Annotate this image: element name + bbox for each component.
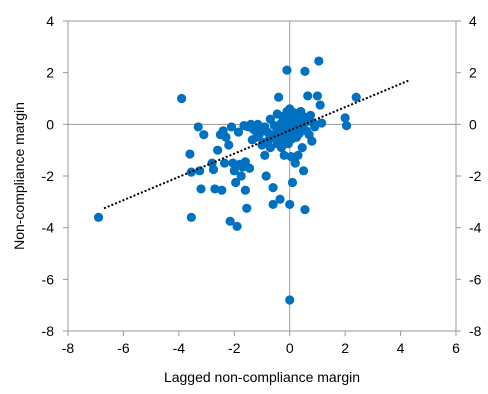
y-right-tick-label: -8 (469, 323, 482, 339)
data-point (208, 164, 219, 175)
data-point (314, 56, 324, 66)
data-point (229, 166, 239, 176)
data-point (275, 194, 285, 204)
data-point (217, 185, 227, 195)
data-point (196, 184, 206, 194)
data-point (261, 171, 271, 181)
data-point (213, 145, 223, 155)
y-left-tick-label: -8 (42, 323, 55, 339)
data-point (268, 183, 278, 193)
x-tick-label: -2 (228, 340, 241, 356)
x-tick-label: 2 (341, 340, 349, 356)
data-point (276, 142, 286, 153)
data-point (300, 66, 310, 76)
data-point (240, 185, 250, 195)
y-left-tick-label: -2 (42, 168, 55, 184)
y-right-tick-label: -6 (469, 271, 482, 287)
data-point (279, 150, 289, 160)
data-point (300, 204, 310, 215)
y-right-tick-label: 2 (469, 65, 477, 81)
data-point (274, 92, 284, 102)
data-point (290, 158, 300, 168)
data-point (186, 212, 196, 222)
data-point (282, 65, 292, 75)
y-right-tick-label: 0 (469, 116, 477, 132)
data-point (195, 166, 205, 176)
data-point (242, 203, 252, 213)
y-left-tick-label: -6 (42, 271, 55, 287)
data-point (285, 295, 295, 305)
x-axis-title: Lagged non-compliance margin (164, 369, 360, 385)
data-point (236, 171, 246, 181)
y-left-tick-label: 4 (46, 13, 54, 29)
axis-ticks (63, 20, 461, 336)
data-point (340, 113, 350, 123)
data-point (226, 122, 237, 132)
y-axis-title: Non-compliance margin (11, 102, 27, 250)
data-point (297, 142, 307, 153)
x-tick-label: -4 (173, 340, 186, 356)
data-point (219, 158, 230, 168)
y-left-tick-label: -4 (42, 220, 55, 236)
data-point (310, 122, 320, 132)
data-point (232, 221, 242, 231)
data-point (351, 92, 361, 102)
data-point (185, 149, 195, 159)
trendline (103, 79, 410, 210)
data-point (231, 177, 241, 188)
data-point (303, 91, 313, 101)
y-right-tick-label: -2 (469, 168, 482, 184)
data-point (199, 130, 209, 140)
data-point (225, 216, 235, 226)
x-tick-label: -6 (117, 340, 130, 356)
data-point (298, 166, 309, 176)
data-point (93, 212, 104, 222)
y-right-tick-label: 4 (469, 13, 477, 29)
data-point (233, 127, 244, 137)
data-points (93, 56, 361, 305)
data-point (341, 121, 352, 131)
data-point (285, 199, 295, 210)
data-point (228, 158, 238, 168)
data-point (305, 110, 316, 120)
data-point (224, 140, 234, 150)
x-tick-label: 4 (397, 340, 405, 356)
trendline-group (103, 79, 410, 210)
data-point (186, 167, 196, 177)
y-left-tick-label: 0 (46, 116, 54, 132)
data-point (221, 132, 231, 142)
data-point (193, 122, 203, 132)
data-point (312, 91, 323, 101)
data-point (210, 184, 220, 194)
x-tick-label: 6 (452, 340, 460, 356)
data-point (315, 100, 325, 110)
x-tick-label: 0 (286, 340, 294, 356)
data-point (244, 163, 255, 173)
data-point (307, 136, 317, 146)
data-point (177, 93, 187, 104)
tick-labels: -8 -6 -4 -2 0 2 4 6 4 2 0 -2 -4 -6 -8 4 2 0 -2 -4 -6 -8 (42, 13, 482, 356)
data-point (316, 118, 327, 128)
data-point (293, 150, 303, 160)
data-point (260, 150, 270, 160)
y-left-tick-label: 2 (46, 65, 54, 81)
y-right-tick-label: -4 (469, 220, 482, 236)
data-point (287, 177, 298, 188)
data-point (268, 199, 278, 210)
x-tick-label: -8 (62, 340, 75, 356)
data-point (265, 142, 275, 153)
